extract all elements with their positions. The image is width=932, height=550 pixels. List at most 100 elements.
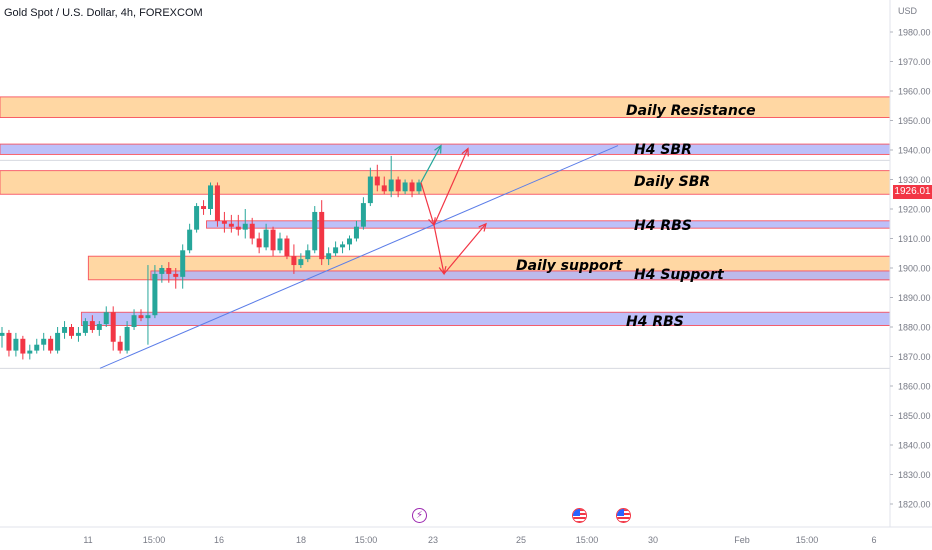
candle-body [194, 206, 200, 230]
candle-body [55, 332, 61, 351]
candle-body [374, 176, 380, 186]
candle-body [41, 338, 47, 345]
projection-arrow-down [420, 182, 435, 226]
candle-body [353, 226, 359, 239]
zone-rect [0, 143, 891, 155]
candle-body [347, 238, 352, 245]
candle-body [402, 182, 408, 192]
projection-arrow-drop [433, 225, 445, 275]
candle-body [110, 312, 116, 342]
candle-body [270, 229, 276, 251]
candle-body [208, 185, 213, 209]
candle-body [284, 238, 290, 257]
price-tick-label: 1980.00 [898, 28, 931, 38]
candle-body [159, 268, 165, 274]
zone-label-h4-rbs-lower: H4 RBS [626, 314, 684, 330]
candle-body [145, 315, 151, 319]
price-tick-label: 1830.00 [898, 470, 931, 480]
candle-body [96, 324, 102, 330]
time-tick-label: 16 [214, 535, 224, 545]
price-tick-label: 1880.00 [898, 323, 931, 333]
us-flag-event-icon[interactable] [572, 508, 587, 523]
last-price-label: 1926.01 [893, 185, 932, 199]
symbol-title: Gold Spot / U.S. Dollar, 4h, FOREXCOM [4, 7, 203, 19]
projection-arrow-bounce-up-head [461, 147, 469, 157]
candle-body [340, 244, 346, 248]
time-tick-label: 15:00 [355, 535, 378, 545]
candle-body [152, 273, 158, 316]
price-tick-label: 1860.00 [898, 382, 931, 392]
price-tick-label: 1820.00 [898, 500, 931, 510]
price-tick-label: 1850.00 [898, 411, 931, 421]
candle-body [0, 332, 5, 336]
candle-body [312, 211, 318, 251]
price-tick-label: 1940.00 [898, 146, 931, 156]
time-tick-label: 25 [516, 535, 526, 545]
zone-label-h4-sbr: H4 SBR [634, 142, 692, 158]
candle-body [381, 185, 387, 192]
candle-body [180, 250, 186, 277]
price-tick-label: 1920.00 [898, 205, 931, 215]
candle-body [173, 273, 179, 277]
trendline [99, 145, 619, 369]
us-flag-event-icon[interactable] [616, 508, 631, 523]
candle-body [395, 179, 401, 192]
candle-body [263, 229, 269, 248]
candle-body [6, 332, 12, 351]
candle-body [319, 211, 325, 260]
candle-body [256, 238, 262, 248]
candle-body [360, 203, 366, 227]
candle-body [20, 338, 26, 354]
price-tick-label: 1900.00 [898, 264, 931, 274]
candle-body [214, 185, 220, 221]
trendline-layer [99, 145, 619, 369]
price-tick-label: 1970.00 [898, 57, 931, 67]
price-tick-label: 1910.00 [898, 234, 931, 244]
candle-body [166, 268, 172, 274]
zone-label-daily-sbr: Daily SBR [634, 174, 711, 190]
candle-body [75, 332, 81, 336]
candle-body [62, 327, 68, 333]
candle-body [201, 206, 207, 209]
candle-body [409, 182, 415, 192]
time-tick-label: Feb [734, 535, 750, 545]
candle-body [242, 223, 248, 230]
candle-body [48, 338, 54, 351]
lightning-event-icon[interactable]: ⚡ [412, 508, 427, 523]
time-tick-label: 18 [296, 535, 306, 545]
zone-rect [0, 170, 891, 195]
candle-body [277, 238, 283, 251]
candle-body [326, 253, 332, 260]
candle-body [416, 182, 422, 192]
zone-label-daily-resistance: Daily Resistance [626, 103, 756, 119]
candle-body [27, 350, 33, 354]
candle-body [103, 312, 109, 325]
candle-body [131, 315, 137, 327]
zone-rect [80, 311, 891, 326]
price-tick-label: 1870.00 [898, 352, 931, 362]
zone-label-h4-support: H4 Support [634, 267, 724, 283]
candle-body [187, 229, 193, 251]
projection-arrow-bounce-up [433, 148, 469, 226]
time-tick-label: 15:00 [576, 535, 599, 545]
candle-body [291, 256, 297, 266]
time-tick-label: 11 [83, 535, 92, 545]
time-tick-label: 15:00 [143, 535, 166, 545]
price-tick-label: 1950.00 [898, 116, 931, 126]
candle-body [305, 250, 311, 260]
candle-body [228, 223, 234, 227]
candle-body [221, 220, 227, 224]
candle-body [235, 226, 241, 230]
time-tick-label: 23 [428, 535, 438, 545]
zone-layer [0, 96, 891, 326]
arrows-layer [420, 144, 487, 276]
candle-body [89, 321, 95, 330]
candle-body [82, 321, 88, 333]
candle-body [13, 338, 19, 351]
candle-body [388, 179, 394, 192]
candle-body [124, 327, 130, 351]
projection-arrow-up [420, 145, 442, 183]
